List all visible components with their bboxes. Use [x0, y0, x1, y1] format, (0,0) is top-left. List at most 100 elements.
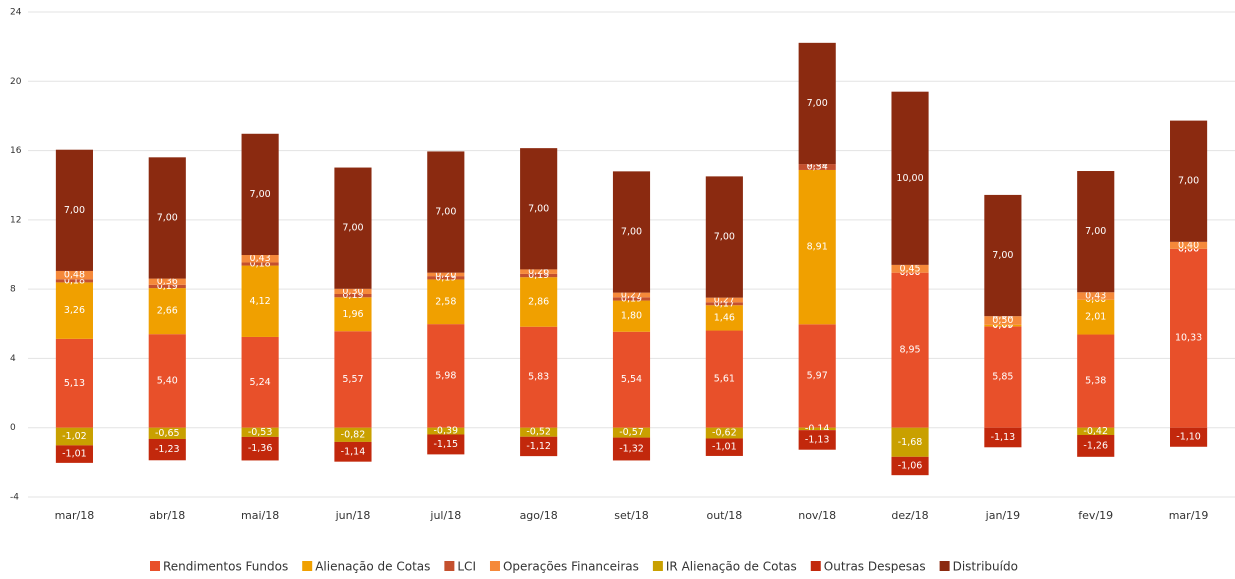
value-label: 7,00: [64, 205, 85, 216]
x-tick-label: fev/19: [1078, 509, 1113, 522]
x-tick-label: mar/19: [1169, 509, 1209, 522]
bar-segment: [334, 297, 372, 332]
bar-segment: [334, 427, 372, 442]
value-label: -0,62: [712, 428, 737, 439]
value-label: -1,26: [1083, 440, 1108, 451]
value-label: 0,19: [435, 272, 456, 283]
x-tick-label: out/18: [706, 509, 742, 522]
value-label: 0,27: [714, 294, 735, 305]
value-label: 5,83: [528, 372, 549, 383]
legend-swatch: [150, 561, 160, 571]
bar-segment: [55, 279, 93, 283]
bar-segment: [705, 297, 743, 303]
x-tick-label: mai/18: [241, 509, 279, 522]
bar-segment: [148, 438, 186, 461]
value-label: 0,27: [621, 289, 642, 300]
value-label: 8,95: [899, 345, 920, 356]
value-label: -1,02: [62, 431, 87, 442]
bar-segment: [705, 305, 743, 331]
value-label: -1,01: [712, 442, 737, 453]
value-label: 0,19: [342, 290, 363, 301]
bar-segment: [705, 330, 743, 428]
x-tick-label: set/18: [614, 509, 649, 522]
bar-segment: [798, 430, 836, 450]
value-label: 0,17: [714, 298, 735, 309]
value-label: 7,00: [714, 232, 735, 243]
legend-label: Rendimentos Fundos: [163, 560, 288, 574]
value-label: -1,12: [526, 441, 551, 452]
value-label: -0,65: [155, 428, 180, 439]
value-label: 0,48: [64, 270, 85, 281]
value-label: -1,68: [898, 437, 923, 448]
legend-label: Distribuído: [953, 560, 1018, 574]
value-label: -1,13: [991, 432, 1016, 443]
bar-segment: [1170, 427, 1208, 447]
bar-segment: [1077, 427, 1115, 435]
bar-segment: [705, 438, 743, 456]
bar-segment: [520, 148, 558, 270]
legend-label: Outras Despesas: [824, 560, 926, 574]
x-tick-label: ago/18: [520, 509, 558, 522]
bar-segment: [705, 176, 743, 298]
bar-segment: [55, 338, 93, 428]
value-label: 7,00: [621, 226, 642, 237]
value-label: 10,00: [896, 173, 923, 184]
bar-segment: [241, 255, 279, 263]
x-tick-label: nov/18: [798, 509, 836, 522]
bar-segment: [612, 437, 651, 461]
value-label: 7,00: [435, 207, 456, 218]
bar-segment: [520, 326, 558, 428]
bar-segment: [798, 42, 836, 165]
value-label: 5,13: [64, 378, 85, 389]
bar-segment: [612, 331, 651, 428]
bar-segment: [891, 264, 929, 273]
bar-segment: [891, 427, 929, 457]
value-label: 1,80: [621, 311, 642, 322]
y-tick-label: 0: [10, 423, 16, 433]
x-tick-label: mar/18: [55, 509, 95, 522]
value-label: -0,57: [619, 427, 644, 438]
value-label: 0,30: [342, 286, 363, 297]
bar-segment: [1077, 171, 1115, 293]
value-label: 2,01: [1085, 312, 1106, 323]
bar-segment: [891, 91, 929, 265]
bar-segment: [334, 293, 372, 298]
legend-swatch: [939, 561, 950, 571]
bar-segment: [55, 270, 93, 280]
bar-segment: [241, 336, 279, 428]
bar-segment: [1077, 434, 1115, 457]
legend-swatch: [489, 561, 500, 571]
bar-segment: [427, 427, 465, 435]
bar-segment: [798, 427, 836, 431]
value-label: 3,26: [64, 305, 85, 316]
x-tick-label: jun/18: [335, 509, 371, 522]
value-label: 0,00: [992, 319, 1013, 330]
bar-segment: [1077, 299, 1115, 335]
value-label: 5,54: [621, 374, 642, 385]
y-tick-label: 8: [10, 285, 16, 295]
value-label: 5,38: [1085, 376, 1106, 387]
bar-segment: [427, 324, 465, 428]
bar-segment: [612, 292, 651, 298]
value-label: -1,10: [1176, 432, 1201, 443]
bar-segment: [984, 427, 1022, 448]
value-label: -1,36: [248, 443, 273, 454]
value-label: 5,85: [992, 372, 1013, 383]
bar-segment: [148, 284, 186, 289]
value-label: 7,00: [992, 250, 1013, 261]
bar-segment: [1170, 248, 1208, 428]
bar-segment: [427, 151, 465, 273]
bar-segment: [984, 324, 1022, 327]
bar-segment: [148, 334, 186, 428]
value-label: -1,14: [341, 446, 366, 457]
bar-segment: [55, 427, 93, 446]
value-label: 5,98: [435, 370, 456, 381]
bar-segment: [520, 277, 558, 327]
value-label: 0,19: [528, 270, 549, 281]
bar-segment: [798, 164, 836, 170]
y-tick-label: 20: [10, 77, 22, 87]
value-label: 5,24: [250, 377, 271, 388]
value-label: -1,15: [434, 439, 459, 450]
bar-segment: [427, 276, 465, 280]
bar-segment: [334, 441, 372, 462]
